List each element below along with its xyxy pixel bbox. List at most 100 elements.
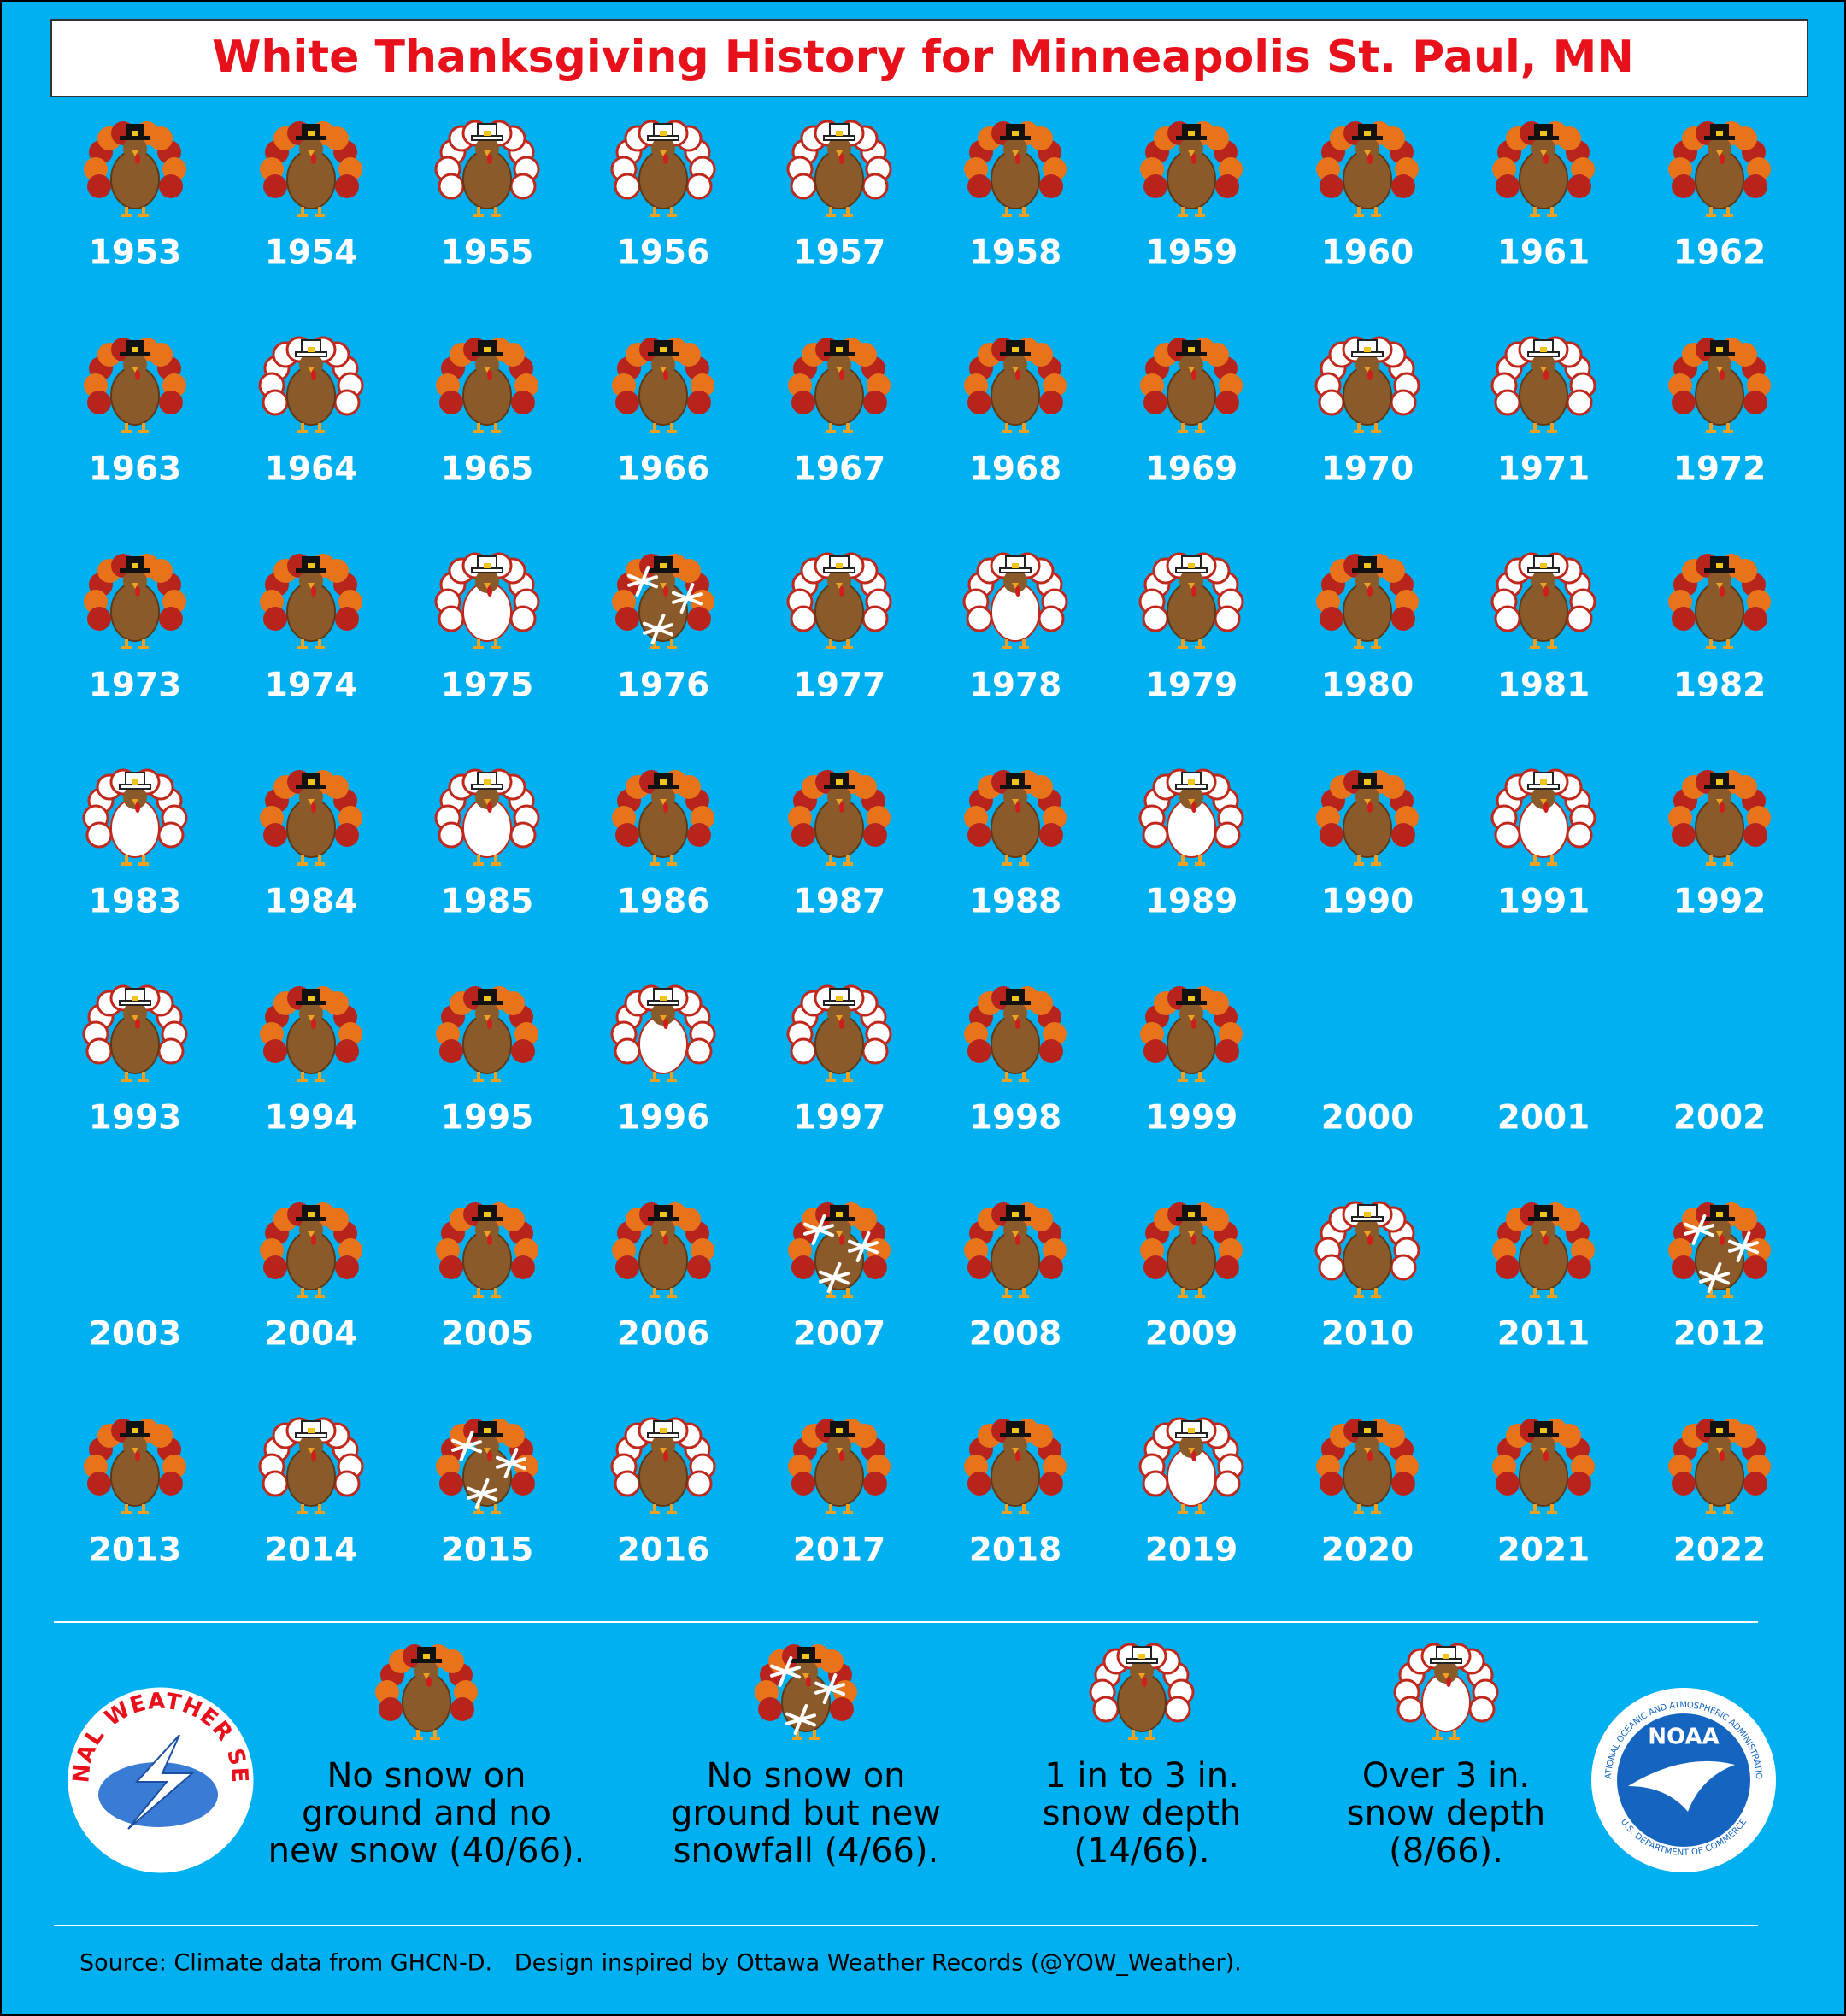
head [1708, 785, 1731, 809]
head [1531, 569, 1555, 593]
year-label: 1979 [1145, 667, 1238, 705]
hat-buckle [1364, 563, 1371, 568]
head [1531, 785, 1555, 809]
head [1355, 353, 1379, 377]
feet [1178, 207, 1205, 217]
wattle [1543, 154, 1549, 164]
head [1179, 137, 1203, 161]
head [123, 137, 147, 161]
hat-buckle [660, 779, 667, 785]
wattle [806, 1677, 811, 1687]
hat-buckle [1540, 563, 1547, 568]
feet [1354, 207, 1381, 217]
turkey-icon [786, 984, 892, 1082]
feather [614, 173, 641, 200]
hat-buckle [484, 563, 491, 568]
turkey-icon [1668, 554, 1771, 649]
head [827, 569, 851, 593]
head [1355, 1218, 1379, 1242]
beak [484, 150, 491, 156]
legend-text: 1 in to 3 in. [1044, 1756, 1239, 1796]
hat-buckle [660, 1428, 667, 1433]
feet [297, 1288, 325, 1298]
head [827, 785, 851, 809]
beak [1716, 1448, 1723, 1454]
wattle [663, 370, 668, 380]
turkey-icon [82, 984, 188, 1082]
feather [791, 1255, 815, 1279]
turkey-icon [375, 1644, 478, 1740]
feet [473, 639, 501, 649]
year-label: 1966 [617, 450, 710, 489]
beak [132, 150, 138, 156]
head [1531, 353, 1555, 377]
legend-text: ground but new [671, 1794, 941, 1833]
wattle [426, 1677, 432, 1687]
year-label: 1995 [441, 1099, 534, 1137]
turkey-icon [436, 338, 538, 433]
feather [967, 174, 991, 198]
feather [1743, 391, 1767, 414]
head [1003, 569, 1027, 593]
turkey-icon [964, 986, 1067, 1082]
turkey-icon [260, 770, 362, 866]
wattle [839, 1451, 844, 1461]
hat-brim [1176, 1217, 1207, 1221]
hat-buckle [484, 347, 491, 352]
feet [1530, 639, 1557, 649]
beak [132, 799, 138, 805]
wattle [1367, 154, 1373, 164]
feet [121, 1504, 149, 1514]
feather [615, 1255, 639, 1279]
wattle [311, 1235, 316, 1245]
year-label: 1971 [1497, 450, 1590, 489]
hat-buckle [660, 563, 667, 568]
wattle [487, 1235, 492, 1245]
turkey-icon [1668, 1202, 1771, 1298]
hat-buckle [423, 1654, 430, 1659]
hat-buckle [660, 1212, 667, 1217]
turkey-icon [962, 552, 1068, 649]
hat-buckle [1540, 1428, 1547, 1433]
wattle [663, 586, 668, 597]
head [1355, 785, 1379, 809]
head [1355, 137, 1379, 161]
beak [308, 799, 315, 805]
year-label: 1985 [441, 883, 534, 921]
beak [1188, 1015, 1195, 1021]
beak [308, 1231, 315, 1237]
feather [1390, 389, 1417, 416]
feather [1039, 1039, 1063, 1063]
head [299, 137, 323, 161]
hat-brim [1352, 1433, 1383, 1437]
turkey-icon [1668, 121, 1771, 217]
hat-buckle [308, 563, 315, 568]
beak [660, 583, 667, 589]
year-label: 2003 [89, 1315, 182, 1354]
beak [308, 1015, 315, 1021]
head [1179, 353, 1203, 377]
hat-brim [471, 784, 503, 790]
hat-buckle [132, 131, 138, 136]
feather [1143, 391, 1167, 414]
wattle [1191, 154, 1196, 164]
turkey-icon [788, 1419, 891, 1514]
feather [159, 1472, 183, 1496]
beak [308, 1448, 315, 1454]
feet [1002, 639, 1029, 649]
hat-buckle [1443, 1654, 1449, 1659]
feather [263, 607, 287, 631]
hat-buckle [1188, 347, 1195, 352]
hat-buckle [836, 779, 843, 785]
hat-buckle [660, 996, 667, 1001]
feather [830, 1697, 854, 1721]
beak [1716, 583, 1723, 589]
beak [1540, 367, 1547, 373]
hat-buckle [308, 347, 315, 352]
head [651, 353, 675, 377]
turkey-icon [964, 1419, 1067, 1514]
hat-brim [824, 1217, 855, 1221]
noaa-bird [1628, 1760, 1735, 1812]
year-label: 1991 [1497, 883, 1590, 921]
feet [121, 855, 149, 866]
